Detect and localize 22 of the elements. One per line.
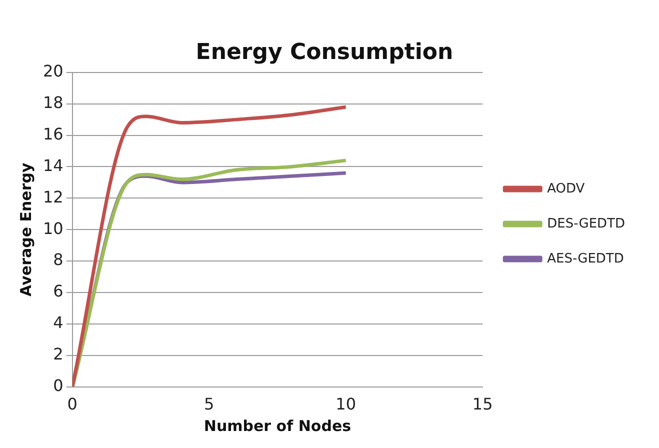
y-tick-label: 8 xyxy=(53,250,64,270)
line-series xyxy=(72,105,348,387)
y-tick-label: 12 xyxy=(43,187,64,206)
y-tick-label: 2 xyxy=(53,344,64,364)
x-tick-label: 10 xyxy=(336,394,356,414)
y-tick-label: 10 xyxy=(43,218,64,238)
y-tick-label: 18 xyxy=(43,92,64,112)
legend-label: AES-GEDTD xyxy=(547,251,624,266)
x-tick-label: 15 xyxy=(472,394,493,414)
y-tick-label: 6 xyxy=(53,282,64,301)
y-tick-label: 0 xyxy=(53,376,64,395)
y-tick-label: 20 xyxy=(43,62,64,81)
x-axis-title: Number of Nodes xyxy=(204,416,352,435)
chart-title: Energy Consumption xyxy=(196,40,454,65)
legend-label: DES-GEDTD xyxy=(547,216,626,232)
x-tick-label: 0 xyxy=(67,394,78,414)
y-tick-label: 14 xyxy=(43,156,64,175)
y-tick-label: 4 xyxy=(53,313,64,332)
y-axis-title: Average Energy xyxy=(16,162,35,296)
legend-label: AODV xyxy=(547,181,585,196)
x-tick-label: 5 xyxy=(204,394,214,414)
y-tick-label: 16 xyxy=(43,124,64,144)
